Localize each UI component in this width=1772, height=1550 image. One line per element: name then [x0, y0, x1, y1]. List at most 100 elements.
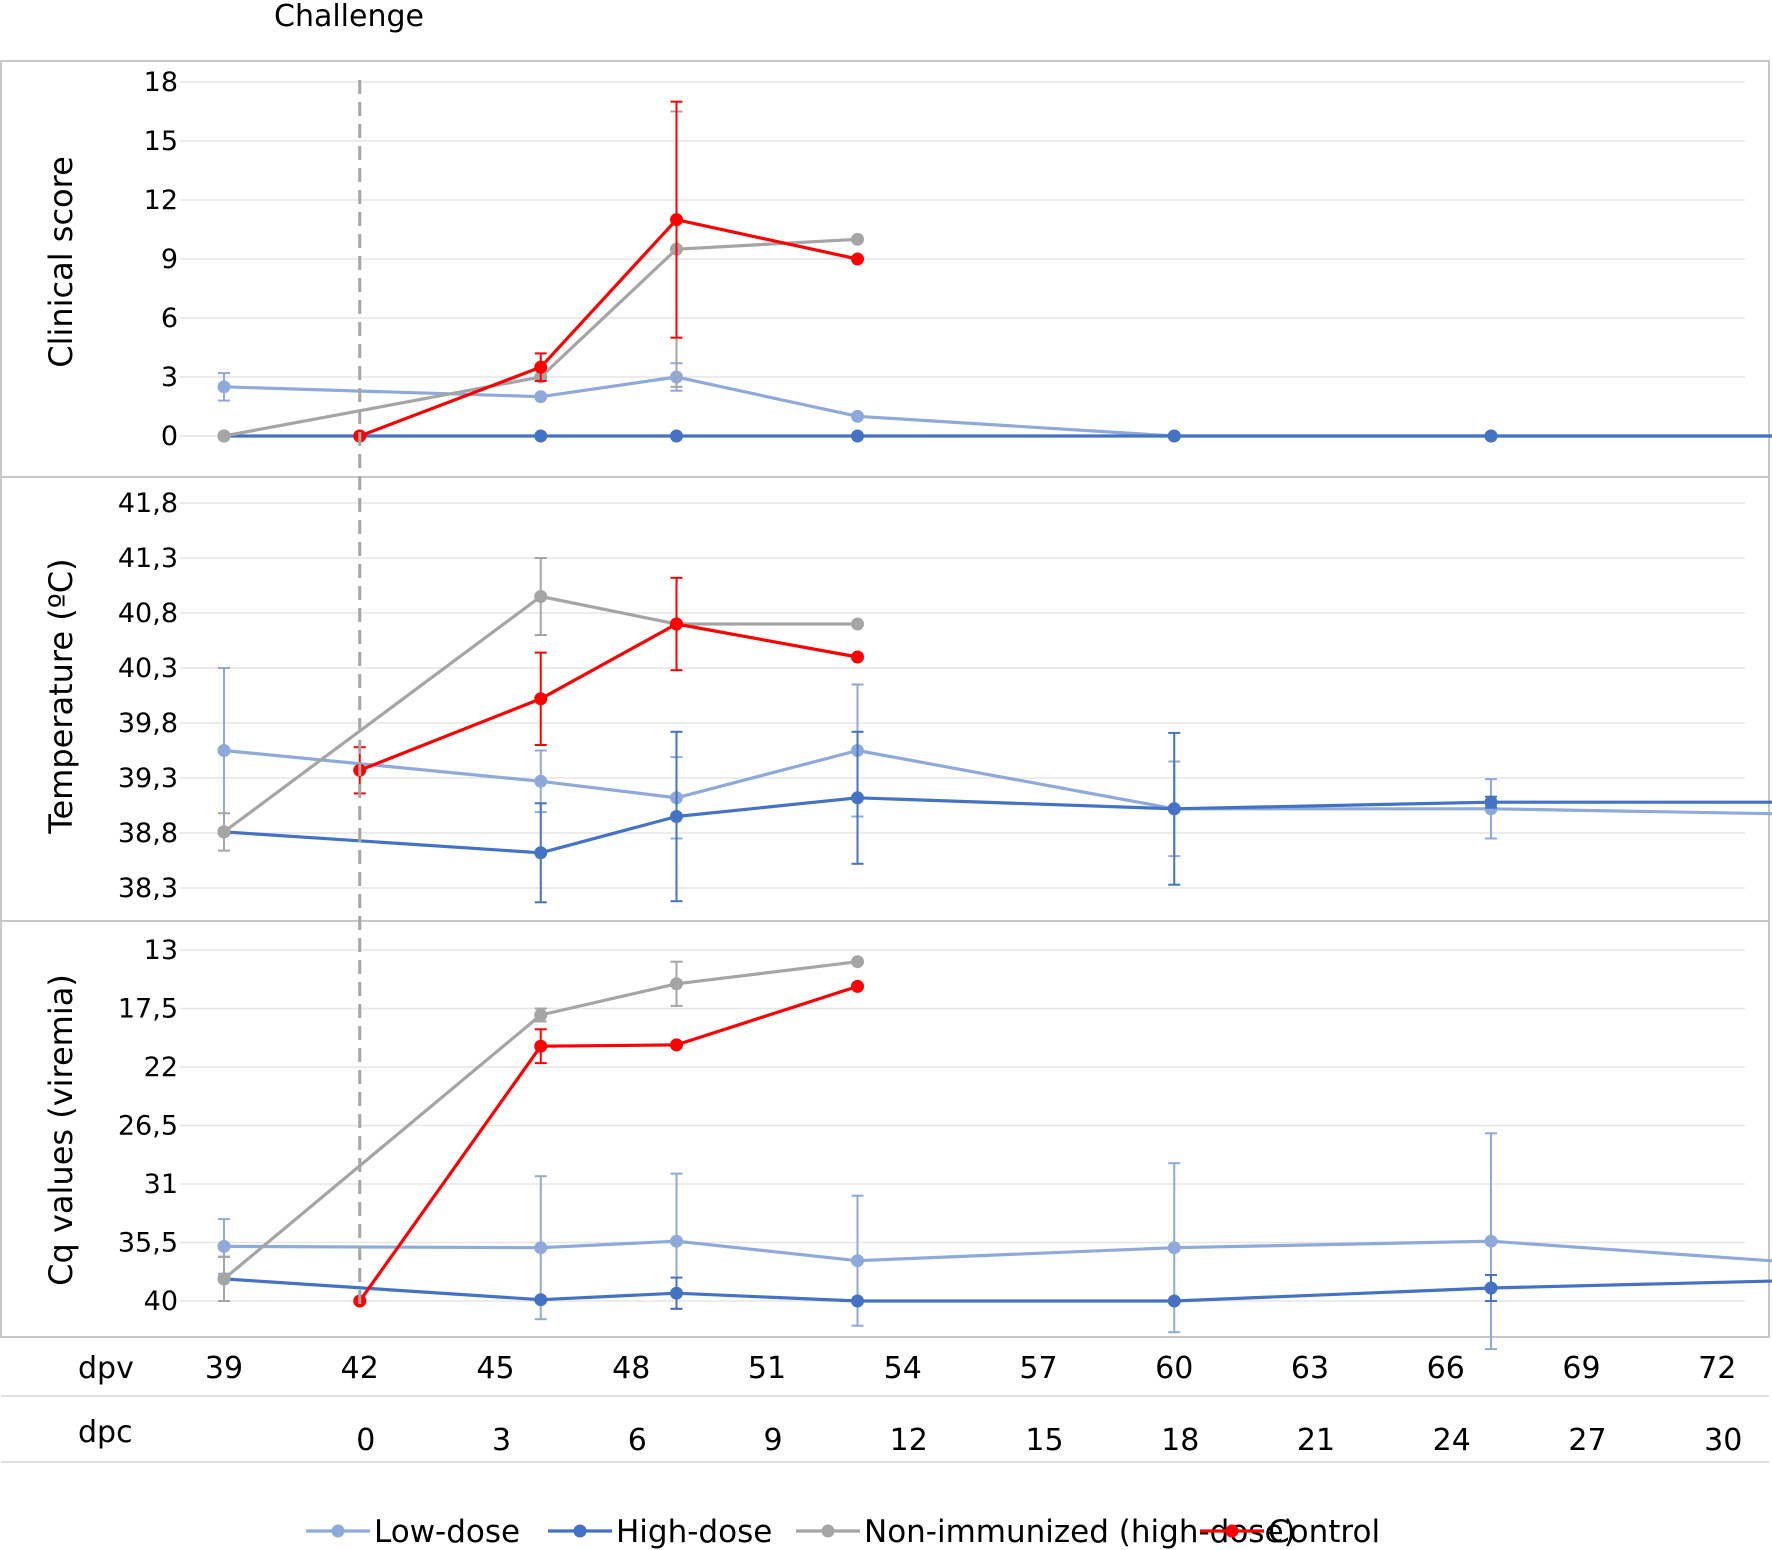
data-point [670, 1038, 683, 1052]
legend-marker [1225, 1524, 1239, 1538]
data-point [534, 1039, 548, 1053]
dpv-tick-label: 54 [884, 1351, 922, 1386]
data-point [217, 429, 231, 443]
data-point [670, 617, 683, 631]
y-tick-label: 12 [144, 185, 178, 216]
dpc-tick-label: 3 [492, 1423, 511, 1458]
series-line [223, 1239, 1772, 1263]
series-control [353, 100, 864, 443]
series-line [223, 594, 858, 834]
data-point [1484, 1234, 1498, 1248]
y-tick-label: 31 [144, 1169, 178, 1200]
dpc-tick-label: 18 [1161, 1423, 1199, 1458]
series-non-immunized [217, 955, 864, 1302]
data-point [1484, 795, 1498, 809]
data-point [851, 409, 864, 423]
series-control [353, 979, 864, 1308]
data-point [851, 650, 864, 664]
data-point [851, 1254, 864, 1268]
data-point [534, 1008, 548, 1022]
data-point [670, 810, 683, 823]
dpc-tick-label: 9 [763, 1423, 782, 1458]
series-low-dose [217, 1132, 1772, 1351]
data-point [534, 590, 548, 603]
data-point [670, 977, 683, 991]
dpv-tick-labels: 39 42 45 48 51 54 57 60 63 66 69 72 [205, 1351, 1736, 1386]
data-point [534, 846, 548, 860]
data-point [534, 1293, 548, 1307]
data-point [1484, 1281, 1498, 1295]
dpc-tick-labels: 0 3 6 9 12 15 18 21 24 27 30 [356, 1423, 1742, 1458]
series-line [223, 1277, 1772, 1303]
dpv-tick-label: 66 [1427, 1351, 1465, 1386]
data-point [217, 825, 231, 839]
dpc-tick-label: 12 [890, 1423, 928, 1458]
series-line [358, 984, 858, 1302]
data-point [851, 429, 864, 443]
dpc-row-label: dpc [78, 1415, 133, 1450]
data-point [534, 360, 548, 374]
data-point [851, 1294, 864, 1308]
y-tick-label: 38,8 [118, 818, 178, 849]
data-point [670, 1234, 683, 1248]
y-tick-label: 40,3 [118, 653, 178, 684]
series-high-dose [217, 429, 1772, 443]
clinical-score-panel: 0 3 6 9 12 15 18 Clinical score [42, 67, 1772, 452]
y-axis-label: Temperature (ºC) [42, 558, 80, 834]
dpc-tick-label: 21 [1297, 1423, 1335, 1458]
data-point [534, 390, 548, 404]
data-point [851, 252, 864, 266]
series-line [223, 796, 1772, 855]
temperature-panel: 38,3 38,8 39,3 39,8 40,3 40,8 41,3 41,8 Temperat… [42, 488, 1772, 904]
y-tick-label: 38,3 [118, 873, 178, 904]
y-tick-label: 39,8 [118, 708, 178, 739]
legend-item-high-dose: High-dose [548, 1514, 772, 1550]
data-point [217, 744, 231, 757]
series-high-dose [217, 1255, 1772, 1310]
y-tick-label: 9 [161, 244, 178, 275]
legend: Low-dose High-dose Non-immunized (high-dos… [306, 1514, 1380, 1550]
dpv-tick-label: 51 [748, 1351, 786, 1386]
data-point [1167, 429, 1181, 443]
dpc-tick-label: 27 [1568, 1423, 1606, 1458]
series-line [359, 218, 858, 438]
legend-label: High-dose [616, 1514, 772, 1550]
dpc-tick-label: 24 [1433, 1423, 1471, 1458]
x-axis-table: dpv dpc 39 42 45 48 51 54 57 60 63 66 69 72 0 3 6 9 12 1… [1, 1351, 1769, 1463]
data-point [670, 1286, 683, 1300]
y-tick-label: 17,5 [118, 994, 178, 1025]
data-point [1167, 1241, 1181, 1255]
dpc-tick-label: 6 [628, 1423, 647, 1458]
data-point [217, 1272, 231, 1286]
dpv-tick-label: 63 [1291, 1351, 1329, 1386]
data-point [851, 617, 864, 631]
data-point [217, 380, 231, 394]
y-tick-label: 35,5 [118, 1228, 178, 1259]
data-point [670, 213, 683, 227]
series-line [222, 960, 858, 1281]
dpv-row-label: dpv [78, 1351, 134, 1386]
series-line [223, 375, 1772, 438]
legend-item-low-dose: Low-dose [306, 1514, 520, 1550]
dpv-tick-label: 42 [341, 1351, 379, 1386]
y-tick-label: 13 [144, 935, 178, 966]
dpv-tick-label: 45 [476, 1351, 514, 1386]
legend-marker [573, 1524, 587, 1538]
dpv-tick-label: 60 [1155, 1351, 1193, 1386]
y-axis-label: Clinical score [42, 156, 80, 368]
y-tick-label: 0 [161, 421, 178, 452]
legend-label: Low-dose [374, 1514, 520, 1550]
data-point [670, 429, 683, 443]
y-tick-label: 40 [144, 1286, 178, 1317]
y-tick-label: 41,3 [118, 543, 178, 574]
series-line [223, 748, 1772, 816]
series-high-dose [217, 730, 1772, 904]
y-tick-label: 40,8 [118, 598, 178, 629]
y-axis-label: Cq values (viremia) [42, 974, 80, 1286]
data-point [534, 1241, 548, 1255]
data-point [1167, 802, 1181, 816]
y-tick-label: 41,8 [118, 488, 178, 519]
legend-item-control: Control [1200, 1514, 1380, 1550]
y-tick-label: 22 [144, 1052, 178, 1083]
